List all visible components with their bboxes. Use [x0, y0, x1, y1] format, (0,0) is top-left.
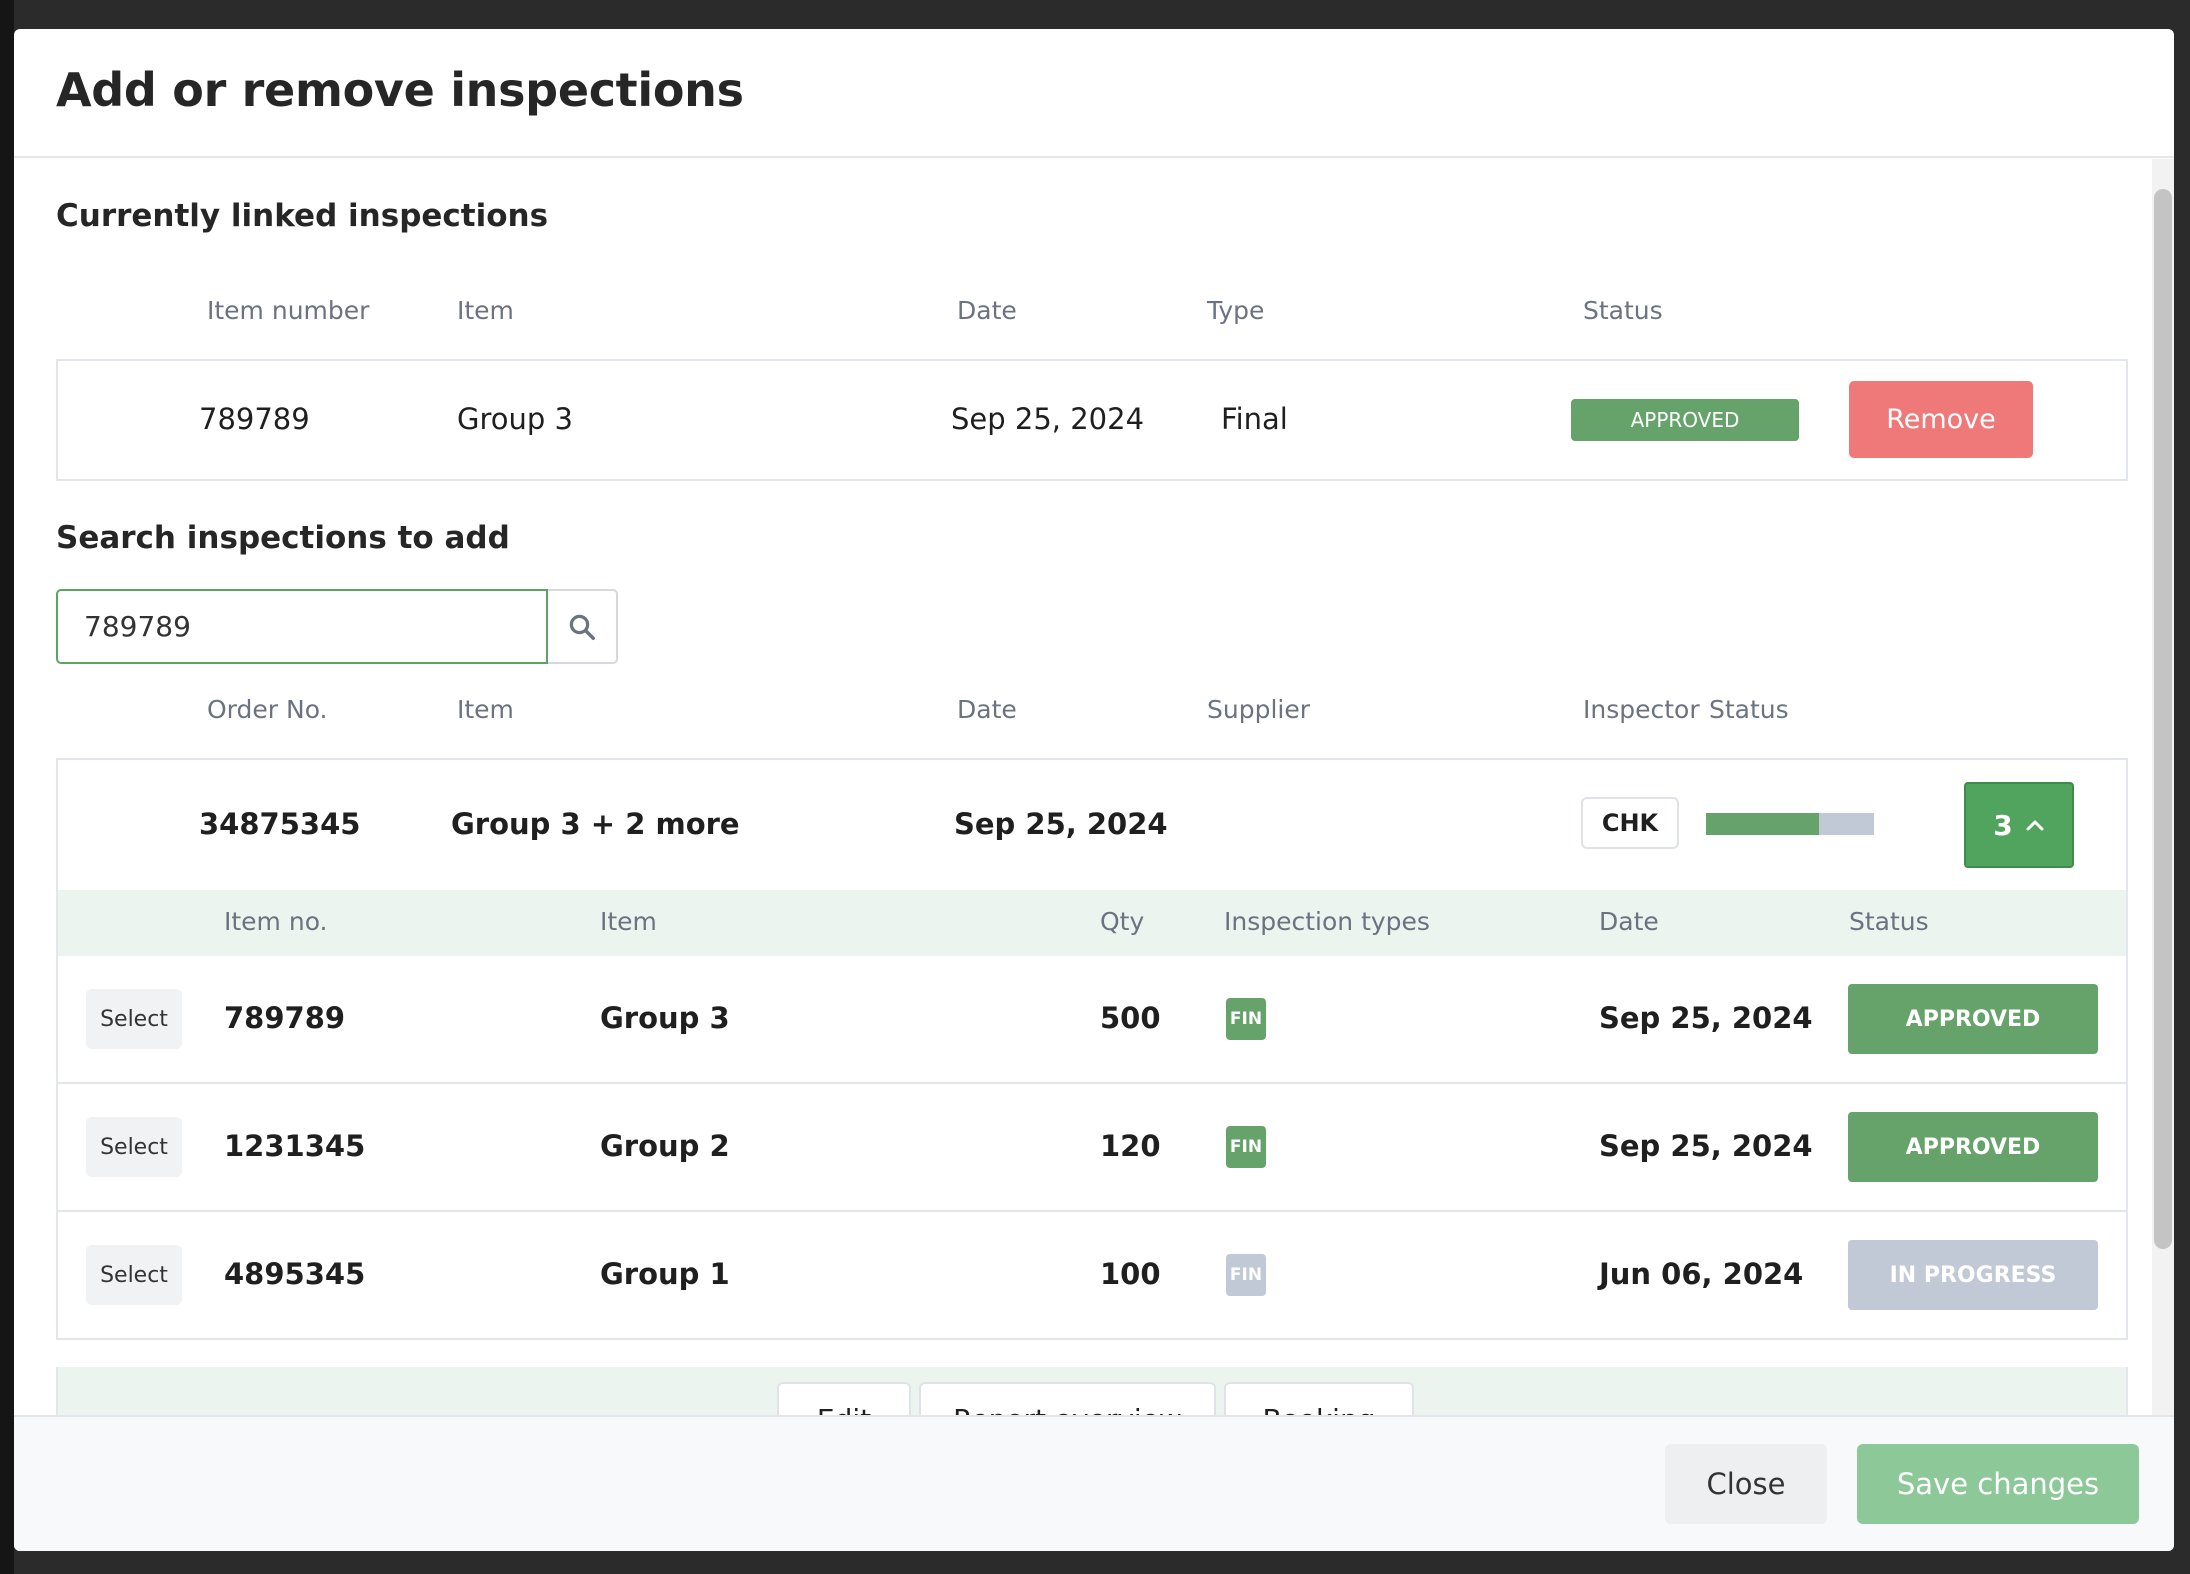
- sub-head-item: Item: [600, 907, 657, 936]
- sub-item-no: 4895345: [224, 1257, 366, 1291]
- close-button[interactable]: Close: [1665, 1444, 1827, 1524]
- linked-status-badge: APPROVED: [1571, 399, 1799, 441]
- inspection-type-badge: FIN: [1226, 1254, 1266, 1296]
- modal-title: Add or remove inspections: [56, 63, 744, 117]
- select-button[interactable]: Select: [86, 989, 182, 1049]
- search-section-title: Search inspections to add: [56, 520, 510, 556]
- scrollbar-thumb[interactable]: [2154, 189, 2172, 1249]
- select-button[interactable]: Select: [86, 1245, 182, 1305]
- sub-item-no: 1231345: [224, 1129, 366, 1163]
- sub-table-header: Item no. Item Qty Inspection types Date …: [56, 890, 2128, 956]
- sub-item: Group 1: [600, 1257, 730, 1291]
- col-head-search-status: Status: [1709, 695, 1789, 724]
- col-head-search-item: Item: [457, 695, 514, 724]
- col-head-item: Item: [457, 296, 514, 325]
- sub-qty: 500: [1100, 1001, 1161, 1035]
- sub-date: Sep 25, 2024: [1599, 1129, 1813, 1163]
- col-head-type: Type: [1207, 296, 1265, 325]
- sub-qty: 100: [1100, 1257, 1161, 1291]
- status-badge[interactable]: APPROVED: [1848, 984, 2098, 1054]
- toggle-count: 3: [1993, 808, 2013, 842]
- col-head-date: Date: [957, 296, 1017, 325]
- order-progress-bar: [1706, 813, 1874, 835]
- inspection-type-badge: FIN: [1226, 1126, 1266, 1168]
- linked-section-title: Currently linked inspections: [56, 198, 549, 234]
- order-progress-fill: [1706, 813, 1819, 835]
- sub-head-item-no: Item no.: [224, 907, 328, 936]
- sub-head-inspection-types: Inspection types: [1224, 907, 1430, 936]
- status-badge[interactable]: IN PROGRESS: [1848, 1240, 2098, 1310]
- backdrop: [0, 0, 14, 1574]
- sub-date: Jun 06, 2024: [1599, 1257, 1804, 1291]
- select-button[interactable]: Select: [86, 1117, 182, 1177]
- sub-item-no: 789789: [224, 1001, 346, 1035]
- col-head-status: Status: [1583, 296, 1663, 325]
- search-icon: [569, 614, 595, 640]
- sub-head-date: Date: [1599, 907, 1659, 936]
- expand-toggle-button[interactable]: 3: [1964, 782, 2074, 868]
- modal-header: Add or remove inspections: [14, 29, 2174, 158]
- order-item: Group 3 + 2 more: [451, 807, 740, 841]
- status-badge[interactable]: APPROVED: [1848, 1112, 2098, 1182]
- search-button[interactable]: [548, 589, 618, 664]
- linked-inspection-row: 789789 Group 3 Sep 25, 2024 Final APPROV…: [56, 359, 2128, 481]
- inspector-badge: CHK: [1581, 797, 1679, 849]
- col-head-inspector: Inspector: [1583, 695, 1700, 724]
- linked-type: Final: [1221, 402, 1288, 436]
- table-row: Select 789789 Group 3 500 FIN Sep 25, 20…: [56, 956, 2128, 1084]
- remove-button[interactable]: Remove: [1849, 381, 2033, 458]
- sub-qty: 120: [1100, 1129, 1161, 1163]
- modal-footer: Close Save changes: [14, 1415, 2174, 1551]
- inspections-modal: Add or remove inspections Currently link…: [14, 29, 2174, 1551]
- sub-item: Group 3: [600, 1001, 730, 1035]
- order-number: 34875345: [199, 807, 361, 841]
- sub-head-qty: Qty: [1100, 907, 1145, 936]
- save-changes-button[interactable]: Save changes: [1857, 1444, 2139, 1524]
- sub-date: Sep 25, 2024: [1599, 1001, 1813, 1035]
- inspection-type-badge: FIN: [1226, 998, 1266, 1040]
- sub-head-status: Status: [1849, 907, 1929, 936]
- table-row: Select 4895345 Group 1 100 FIN Jun 06, 2…: [56, 1212, 2128, 1340]
- col-head-order-no: Order No.: [207, 695, 328, 724]
- table-row: Select 1231345 Group 2 120 FIN Sep 25, 2…: [56, 1084, 2128, 1212]
- sub-item: Group 2: [600, 1129, 730, 1163]
- linked-item-number: 789789: [199, 402, 310, 436]
- col-head-supplier: Supplier: [1207, 695, 1311, 724]
- search-input[interactable]: [56, 589, 548, 664]
- col-head-search-date: Date: [957, 695, 1017, 724]
- linked-item: Group 3: [457, 402, 573, 436]
- linked-date: Sep 25, 2024: [951, 402, 1145, 436]
- chevron-up-icon: [2026, 820, 2044, 831]
- order-date: Sep 25, 2024: [954, 807, 1168, 841]
- col-head-item-number: Item number: [207, 296, 370, 325]
